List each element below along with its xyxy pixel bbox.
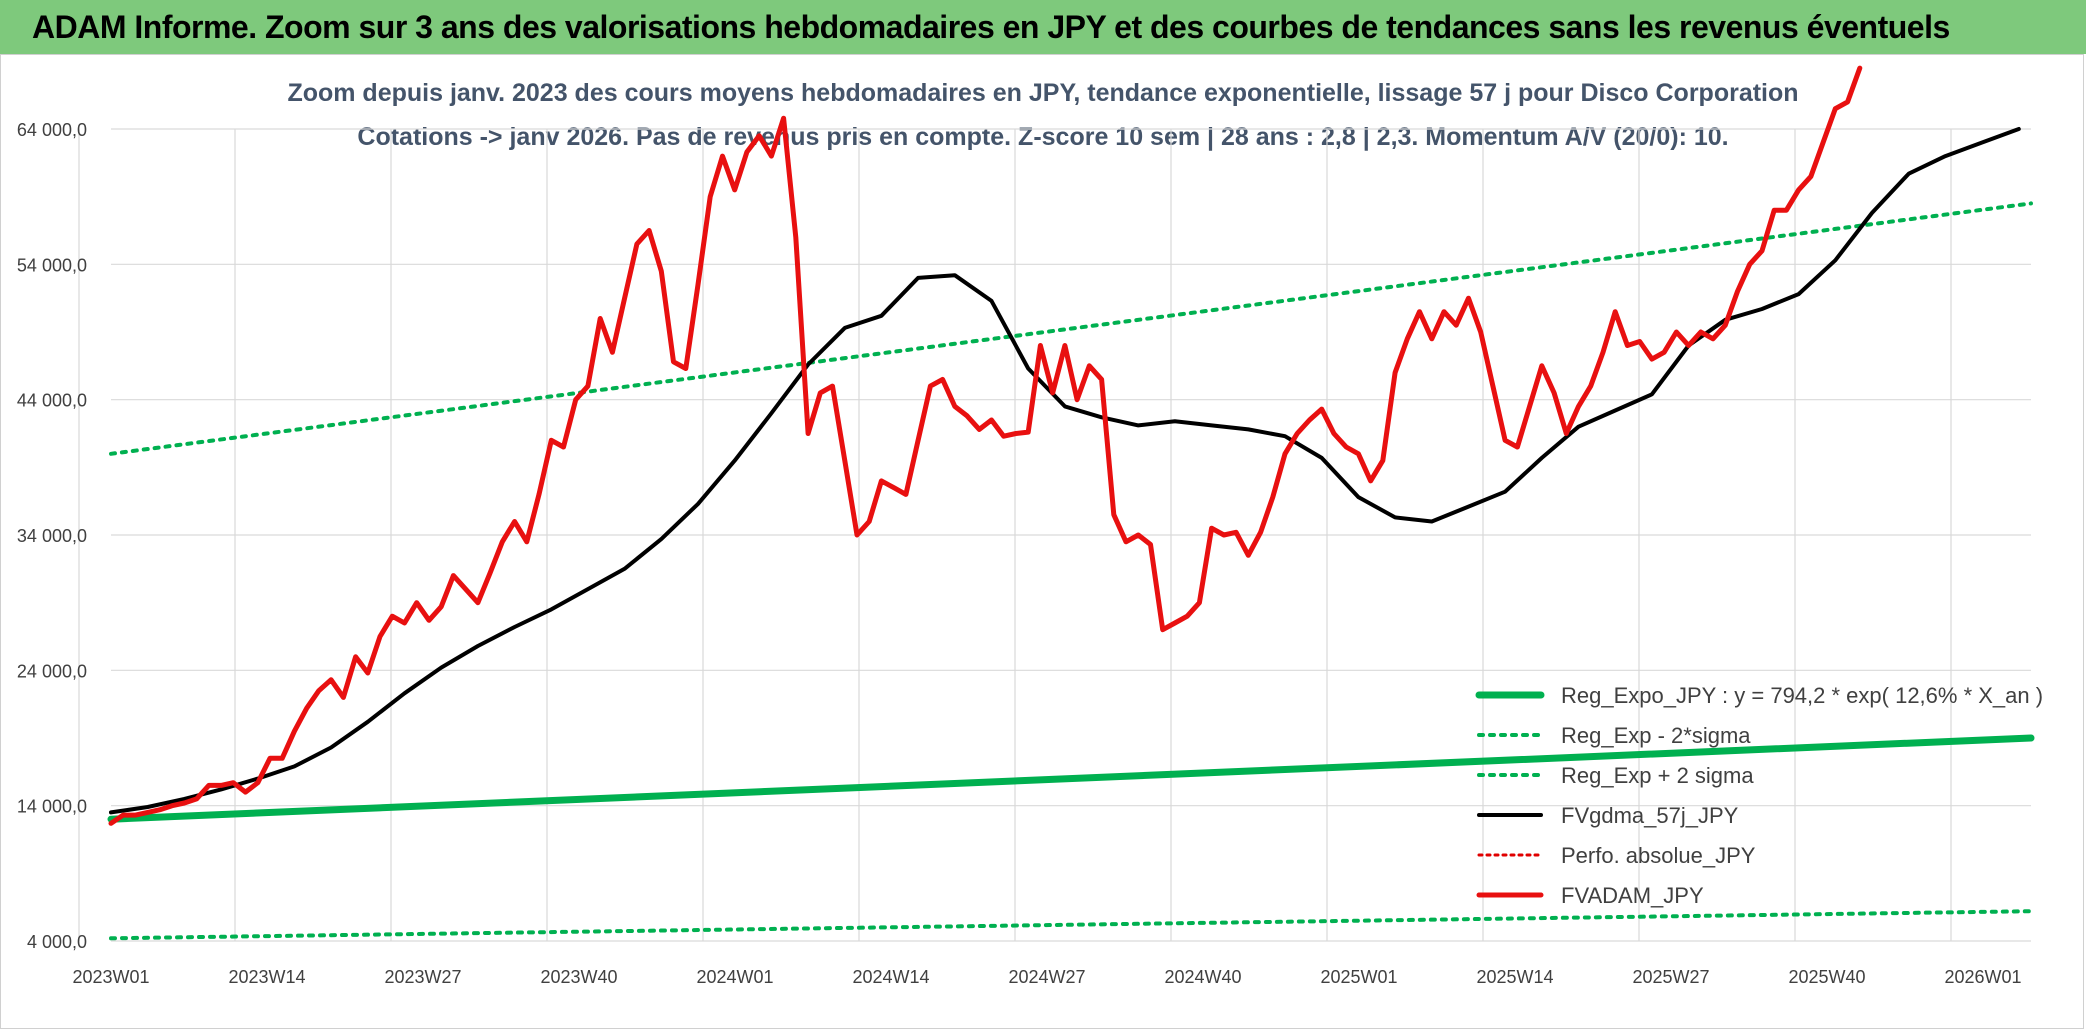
y-axis-ticks: 4 000,0 14 000,0 24 000,0 34 000,0 44 000,0 5…: [17, 120, 87, 952]
x-tick-label: 2023W27: [384, 967, 461, 987]
series-line-black: [109, 127, 2021, 815]
y-tick-label: 24 000,0: [17, 661, 87, 681]
y-tick-label: 54 000,0: [17, 255, 87, 275]
y-tick-label: 14 000,0: [17, 797, 87, 817]
y-tick-label: 44 000,0: [17, 391, 87, 411]
legend-label: Reg_Expo_JPY : y = 794,2 * exp( 12,6% * …: [1561, 683, 2043, 708]
series-line-red: [108, 65, 1863, 826]
report-banner: ADAM Informe. Zoom sur 3 ans des valoris…: [0, 0, 2086, 54]
legend: Reg_Expo_JPY : y = 794,2 * exp( 12,6% * …: [1475, 683, 2043, 908]
series-line-thick-green: [107, 734, 2035, 823]
line-chart: Zoom depuis janv. 2023 des cours moyens …: [17, 65, 2043, 987]
x-tick-label: 2023W14: [228, 967, 305, 987]
legend-label: Reg_Exp + 2 sigma: [1561, 763, 1754, 788]
x-tick-label: 2024W27: [1008, 967, 1085, 987]
x-tick-label: 2024W40: [1164, 967, 1241, 987]
x-tick-label: 2023W01: [72, 967, 149, 987]
legend-label: Reg_Exp - 2*sigma: [1561, 723, 1751, 748]
x-tick-label: 2025W40: [1788, 967, 1865, 987]
x-tick-label: 2025W01: [1320, 967, 1397, 987]
report-title: ADAM Informe. Zoom sur 3 ans des valoris…: [32, 9, 1950, 45]
series-line-dotted-green: [109, 201, 2033, 456]
x-axis-ticks: 2023W01 2023W14 2023W27 2023W40 2024W01 2024W…: [72, 967, 2021, 987]
series-line-dotted-green: [109, 909, 2033, 941]
chart-subtitle: Cotations -> janv 2026. Pas de revenus p…: [357, 123, 1728, 151]
y-tick-label: 64 000,0: [17, 120, 87, 140]
y-tick-label: 4 000,0: [27, 932, 87, 952]
x-tick-label: 2025W27: [1632, 967, 1709, 987]
x-tick-label: 2024W14: [852, 967, 929, 987]
y-tick-label: 34 000,0: [17, 526, 87, 546]
legend-label: Perfo. absolue_JPY: [1561, 843, 1756, 868]
x-tick-label: 2026W01: [1944, 967, 2021, 987]
x-tick-label: 2023W40: [540, 967, 617, 987]
x-tick-label: 2025W14: [1476, 967, 1553, 987]
legend-label: FVADAM_JPY: [1561, 883, 1704, 908]
legend-label: FVgdma_57j_JPY: [1561, 803, 1739, 828]
series-lines: [107, 65, 2035, 941]
chart-title: Zoom depuis janv. 2023 des cours moyens …: [287, 79, 1798, 107]
chart-area: Zoom depuis janv. 2023 des cours moyens …: [0, 54, 2084, 1029]
x-tick-label: 2024W01: [696, 967, 773, 987]
